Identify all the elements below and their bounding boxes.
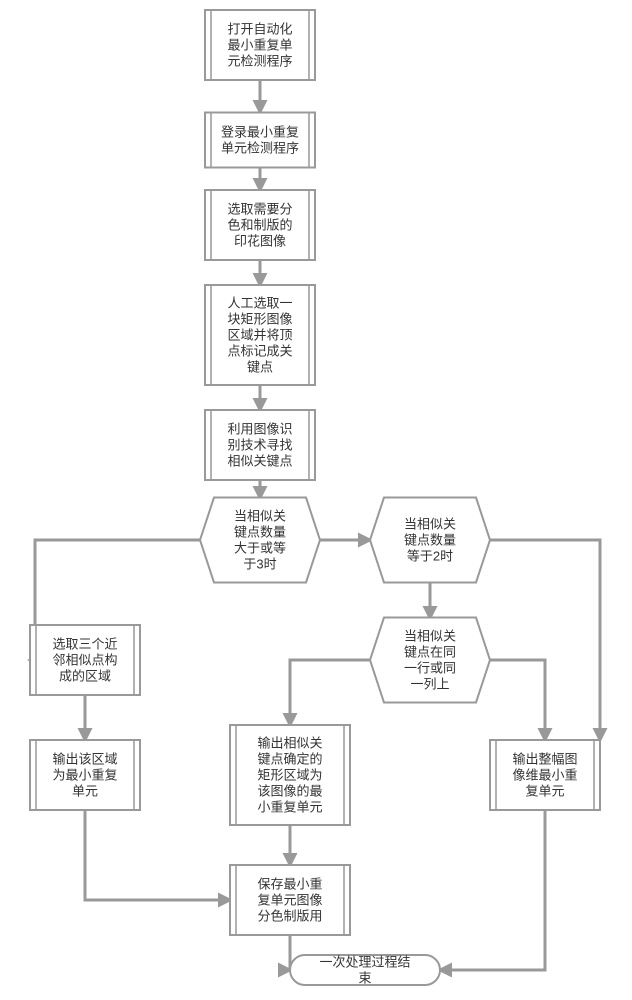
node-t1: 一次处理过程结束 (290, 955, 440, 986)
node-label: 保存最小重复单元图像分色制版用 (257, 877, 322, 924)
edge-p7-p10 (85, 810, 230, 900)
node-n5: 利用图像识别技术寻找相似关键点 (205, 410, 315, 480)
edge-d3-p8 (290, 660, 370, 725)
node-label: 登录最小重复单元检测程序 (221, 125, 299, 156)
node-d3: 当相似关键点在同一行或同一列上 (370, 618, 490, 703)
node-label: 打开自动化最小重复单元检测程序 (227, 22, 292, 69)
edge-p9-t1 (440, 810, 545, 970)
node-n2: 登录最小重复单元检测程序 (205, 113, 315, 168)
edge-d3-p9 (490, 660, 545, 740)
node-n4: 人工选取一块矩形图像区域并将顶点标记成关键点 (205, 285, 315, 385)
nodes-layer: 打开自动化最小重复单元检测程序登录最小重复单元检测程序选取需要分色和制版的印花图… (30, 10, 600, 986)
node-p8: 输出相似关键点确定的矩形区域为该图像的最小重复单元 (230, 725, 350, 825)
node-n1: 打开自动化最小重复单元检测程序 (205, 10, 315, 80)
node-p9: 输出整幅图像维最小重复单元 (490, 740, 600, 810)
node-label: 选取需要分色和制版的印花图像 (227, 202, 292, 249)
node-p7: 输出该区域为最小重复单元 (30, 740, 140, 810)
node-label: 当相似关键点数量等于2时 (404, 517, 456, 564)
node-n3: 选取需要分色和制版的印花图像 (205, 190, 315, 260)
node-p6: 选取三个近邻相似点构成的区域 (30, 625, 140, 695)
node-label: 当相似关键点在同一行或同一列上 (404, 629, 456, 692)
node-label: 输出相似关键点确定的矩形区域为该图像的最小重复单元 (257, 736, 322, 815)
node-d2: 当相似关键点数量等于2时 (370, 498, 490, 583)
node-label: 选取三个近邻相似点构成的区域 (52, 637, 117, 684)
node-label: 利用图像识别技术寻找相似关键点 (227, 422, 292, 469)
flowchart-canvas: 打开自动化最小重复单元检测程序登录最小重复单元检测程序选取需要分色和制版的印花图… (0, 0, 632, 1000)
node-d1: 当相似关键点数量大于或等于3时 (200, 498, 320, 583)
node-p10: 保存最小重复单元图像分色制版用 (230, 865, 350, 935)
